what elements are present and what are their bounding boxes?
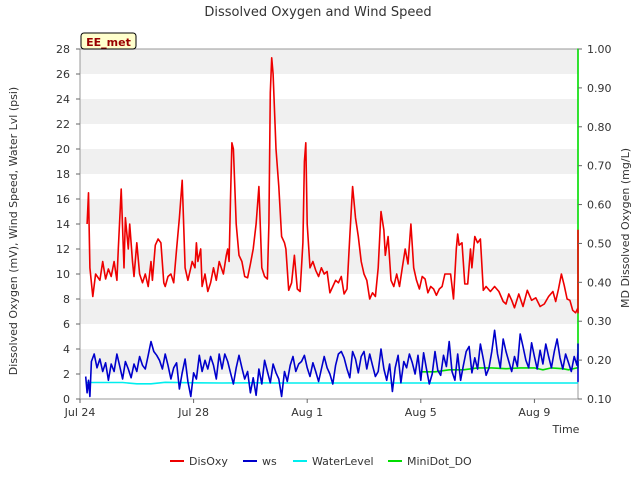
grid-band xyxy=(80,299,578,324)
left-tick-label: 8 xyxy=(63,293,70,306)
left-tick-label: 4 xyxy=(63,343,70,356)
chart-title: Dissolved Oxygen and Wind Speed xyxy=(204,5,431,20)
x-tick-label: Jul 24 xyxy=(64,406,96,419)
right-tick-label: 0.90 xyxy=(587,82,612,95)
site-badge: EE_met xyxy=(80,32,137,50)
x-tick-label: Jul 28 xyxy=(177,406,209,419)
grid-band xyxy=(80,49,578,74)
series-line-ws xyxy=(84,329,579,398)
left-tick-label: 26 xyxy=(56,68,70,81)
left-tick-label: 24 xyxy=(56,93,70,106)
series-lines xyxy=(84,48,579,398)
right-axis: 0.10 0.20 0.30 0.40 0.50 0.60 0.70 0.80 0.90 1.00 xyxy=(578,43,612,406)
right-tick-label: 0.80 xyxy=(587,121,612,134)
left-tick-label: 16 xyxy=(56,193,70,206)
left-tick-label: 10 xyxy=(56,268,70,281)
left-tick-label: 2 xyxy=(63,368,70,381)
right-tick-label: 1.00 xyxy=(587,43,612,56)
left-tick-label: 12 xyxy=(56,243,70,256)
grid-band xyxy=(80,149,578,174)
legend-label: MiniDot_DO xyxy=(407,455,472,468)
x-tick-label: Aug 9 xyxy=(518,406,550,419)
right-tick-label: 0.40 xyxy=(587,276,612,289)
y-axis-label-right: MD Dissolved Oxygen (mg/L) xyxy=(619,148,632,308)
left-tick-label: 0 xyxy=(63,393,70,406)
legend: DisOxy ws WaterLevel MiniDot_DO xyxy=(170,455,472,468)
x-axis: Jul 24 Jul 28 Aug 1 Aug 5 Aug 9 xyxy=(64,399,550,419)
right-tick-label: 0.20 xyxy=(587,354,612,367)
series-line-waterlevel xyxy=(85,381,578,385)
x-tick-label: Aug 1 xyxy=(291,406,323,419)
left-tick-label: 14 xyxy=(56,218,70,231)
legend-label: WaterLevel xyxy=(312,455,374,468)
left-tick-label: 18 xyxy=(56,168,70,181)
right-tick-label: 0.30 xyxy=(587,315,612,328)
grid-band xyxy=(80,99,578,124)
grid-bands xyxy=(80,49,578,374)
legend-label: DisOxy xyxy=(189,455,228,468)
left-tick-label: 20 xyxy=(56,143,70,156)
x-axis-label: Time xyxy=(552,423,580,436)
x-tick-label: Aug 5 xyxy=(405,406,437,419)
right-tick-label: 0.70 xyxy=(587,160,612,173)
site-badge-label: EE_met xyxy=(86,36,131,49)
right-tick-label: 0.50 xyxy=(587,237,612,250)
legend-label: ws xyxy=(262,455,277,468)
left-tick-label: 28 xyxy=(56,43,70,56)
left-tick-label: 22 xyxy=(56,118,70,131)
right-tick-label: 0.10 xyxy=(587,393,612,406)
y-axis-label-left: Dissolved Oxygen (mV), Wind Speed, Water… xyxy=(7,87,20,375)
left-tick-label: 6 xyxy=(63,318,70,331)
series-line-disoxy xyxy=(86,56,579,314)
right-tick-label: 0.60 xyxy=(587,199,612,212)
grid-band xyxy=(80,199,578,224)
